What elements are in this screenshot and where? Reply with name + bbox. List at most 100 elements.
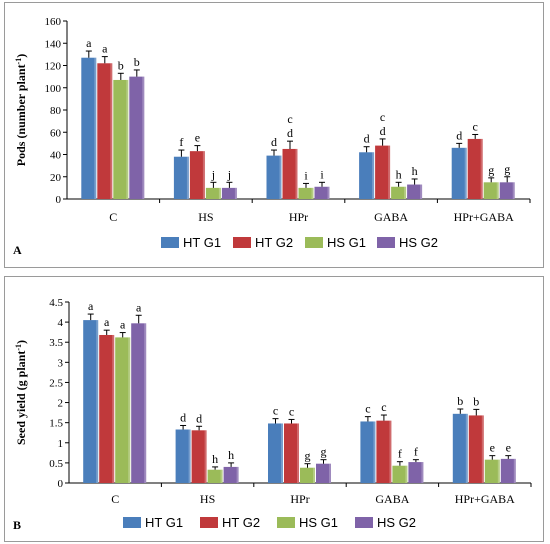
y-axis-title-text: Seed yield (g plant: [14, 351, 28, 445]
bar-shade: [421, 462, 424, 483]
y-tick-label: 3.5: [49, 337, 63, 349]
pods-chart-svg: A 0 20 40 60 80 100 120 140 160 Pods (number plan…: [13, 16, 531, 257]
bar: [205, 187, 221, 199]
bar-shade: [144, 323, 147, 483]
y-tick-label: 3: [58, 357, 64, 369]
bar: [316, 463, 331, 483]
y-tick-label: 0.5: [49, 458, 63, 470]
bar: [268, 423, 283, 483]
significance-label: j: [227, 167, 231, 181]
bar-shade: [497, 459, 500, 483]
legend-swatch: [233, 237, 251, 248]
panel-label-b: B: [13, 518, 21, 532]
significance-label: g: [504, 162, 510, 176]
bar: [175, 429, 191, 483]
significance-label: d: [271, 135, 277, 149]
bar-shade: [279, 155, 282, 199]
y-axis-title-superscript: -1: [14, 58, 23, 65]
significance-label: d: [196, 411, 202, 425]
bar: [83, 320, 99, 483]
bar: [452, 413, 468, 483]
bar-shade: [204, 430, 207, 483]
bar: [97, 63, 113, 200]
bar-shade: [128, 337, 131, 483]
bar: [359, 152, 375, 199]
bar: [284, 423, 299, 483]
bar-shade: [420, 184, 423, 199]
y-tick-label: 160: [45, 16, 62, 28]
bar: [391, 186, 407, 199]
bar: [484, 459, 500, 483]
significance-label: j: [211, 167, 215, 181]
significance-label: b: [473, 394, 479, 408]
bar: [173, 156, 189, 199]
significance-label: g: [488, 163, 494, 177]
bar-shade: [94, 57, 97, 200]
y-axis-title: Pods (number plant-1): [14, 54, 28, 166]
y-tick-label: 20: [50, 172, 62, 184]
bar-shade: [110, 63, 113, 200]
significance-label: h: [228, 448, 234, 462]
y-axis-title-text: Pods (number plant: [14, 64, 28, 166]
significance-label: d: [364, 132, 370, 146]
significance-label: a: [88, 299, 94, 313]
bar: [99, 334, 115, 483]
significance-label: b: [134, 55, 140, 69]
x-category-label: GABA: [374, 210, 408, 224]
bar-shade: [327, 186, 330, 199]
significance-label: i: [320, 167, 324, 181]
significance-label: e: [490, 441, 495, 455]
legend-label: HT G1: [145, 515, 183, 530]
legend-label: HT G1: [183, 235, 221, 250]
bar-shade: [389, 420, 392, 483]
bar-shade: [480, 138, 483, 199]
significance-label: e: [195, 131, 200, 145]
significance-label: d: [287, 126, 293, 140]
bar: [81, 57, 97, 200]
legend-swatch: [305, 237, 323, 248]
significance-label: c: [381, 400, 386, 414]
legend-swatch: [200, 517, 218, 528]
chart-panel-a: A 0 20 40 60 80 100 120 140 160 Pods (number plan…: [4, 2, 544, 268]
bar: [483, 182, 499, 199]
bar: [468, 415, 484, 483]
bar: [189, 151, 205, 199]
significance-label: c: [289, 404, 294, 418]
bar-shade: [186, 156, 189, 199]
bar-shade: [297, 423, 299, 483]
legend-swatch: [277, 517, 295, 528]
bar: [266, 155, 282, 199]
bar: [408, 462, 424, 483]
significance-label: b: [457, 394, 463, 408]
bar-shade: [236, 466, 239, 483]
x-category-label: HPr: [289, 210, 308, 224]
y-axis-title-close: ): [14, 54, 28, 58]
bar-shade: [464, 147, 467, 199]
bar-shade: [373, 421, 376, 483]
legend-swatch: [355, 517, 373, 528]
significance-label: d: [456, 128, 462, 142]
y-tick-label: 100: [45, 83, 62, 95]
legend-label: HS G2: [399, 235, 438, 250]
significance-label: a: [104, 315, 110, 329]
bar-shade: [234, 187, 237, 199]
bar-shade: [405, 465, 408, 483]
bar-shade: [481, 415, 484, 483]
bar: [129, 76, 145, 199]
panel-label-a: A: [13, 243, 22, 257]
significance-label: c: [473, 119, 478, 133]
bar-shade: [388, 145, 391, 199]
y-axis-title: Seed yield (g plant-1): [14, 340, 28, 445]
legend-label: HS G1: [327, 235, 366, 250]
significance-label: a: [102, 42, 108, 56]
significance-label: f: [414, 445, 418, 459]
bar-shade: [512, 182, 515, 199]
y-tick-label: 4.5: [49, 297, 63, 309]
significance-label: d: [180, 410, 186, 424]
significance-label: e: [506, 441, 511, 455]
legend-swatch: [161, 237, 179, 248]
bar-shade: [372, 152, 375, 199]
bar-shade: [142, 76, 145, 199]
significance-label: f: [398, 447, 402, 461]
bar: [207, 469, 223, 483]
